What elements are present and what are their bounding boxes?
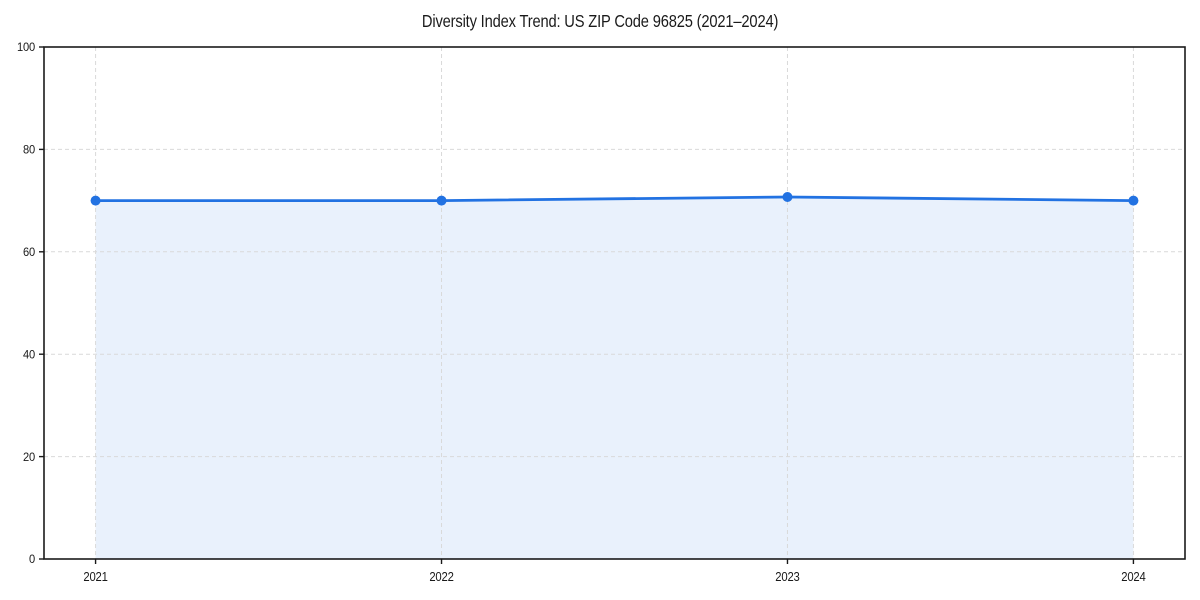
y-tick-label: 60 — [23, 245, 35, 259]
data-point-2024 — [1128, 195, 1139, 206]
y-tick-label: 20 — [23, 450, 35, 464]
data-point-2022 — [436, 195, 447, 206]
axes-frame — [43, 46, 1186, 560]
y-tick-label: 0 — [29, 552, 35, 566]
x-tick-label: 2022 — [429, 570, 454, 584]
x-tick-label: 2024 — [1121, 570, 1146, 584]
chart-title: Diversity Index Trend: US ZIP Code 96825… — [421, 11, 779, 31]
data-point-2023 — [782, 192, 793, 203]
y-tick-label: 100 — [17, 40, 35, 54]
x-tick-label: 2023 — [775, 570, 800, 584]
chart-title-container: Diversity Index Trend: US ZIP Code 96825… — [0, 11, 1200, 32]
area-fill — [95, 197, 1134, 560]
trend-line — [94, 195, 1135, 203]
data-point-2021 — [90, 195, 101, 206]
y-tick-label: 80 — [23, 143, 35, 157]
y-tick-label: 40 — [23, 347, 35, 361]
x-tick-label: 2021 — [83, 570, 108, 584]
